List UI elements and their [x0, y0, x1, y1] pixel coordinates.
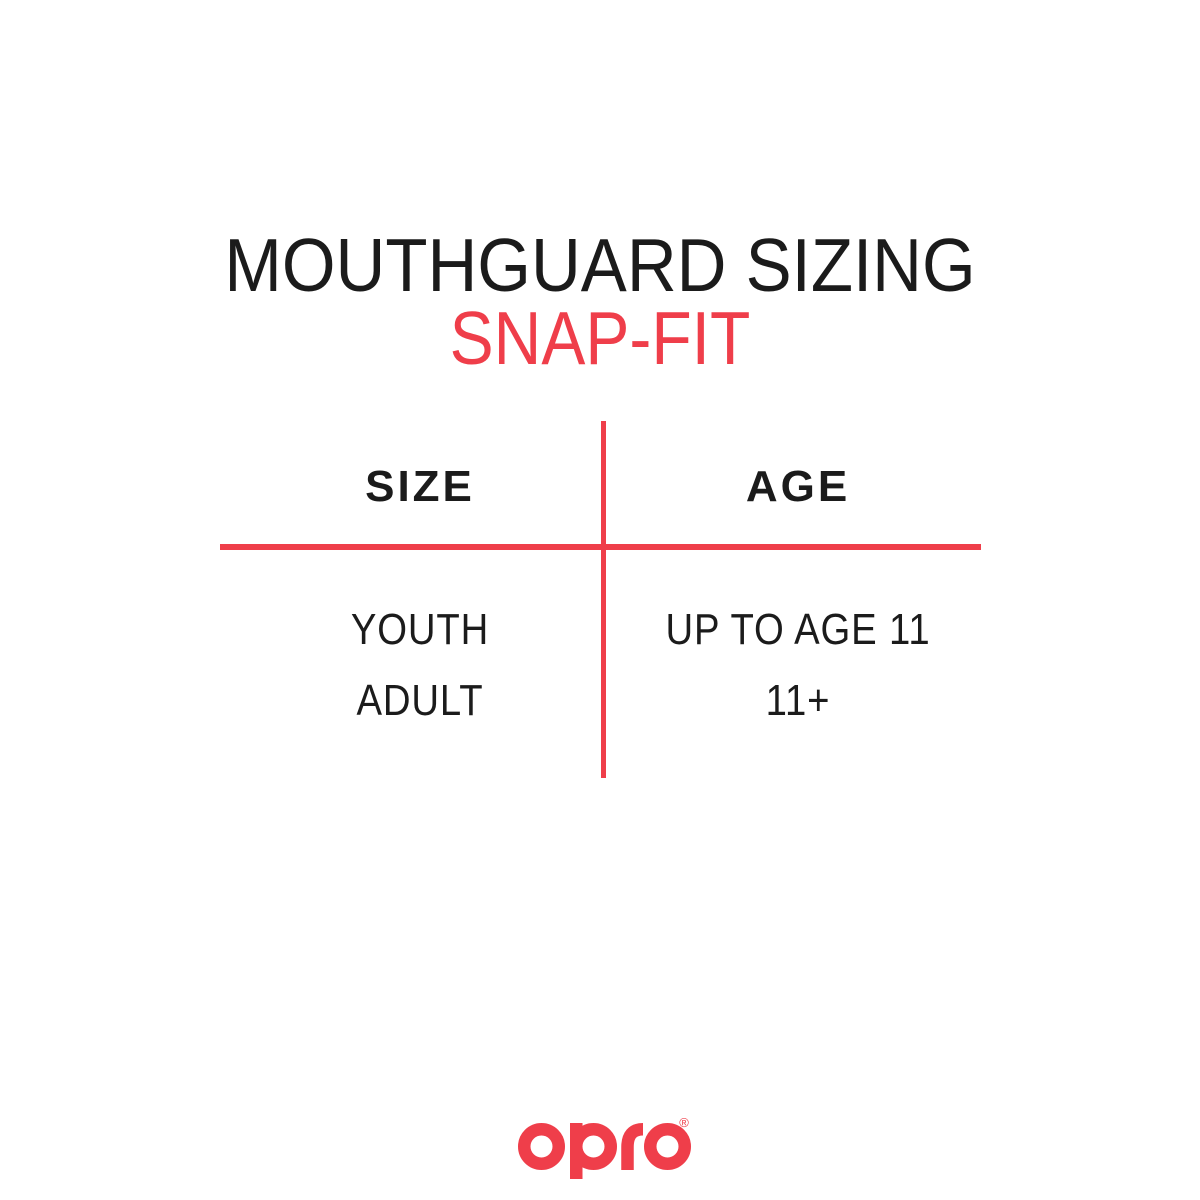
logo-letter-o2 — [644, 1123, 691, 1170]
table-vertical-divider — [601, 421, 606, 778]
column-header-age: AGE — [745, 462, 851, 511]
opro-logo-svg: ® — [518, 1115, 691, 1179]
logo-letter-r — [621, 1123, 644, 1170]
table-cell-age-youth: UP TO AGE 11 — [665, 605, 931, 654]
opro-logo: ® — [516, 1115, 692, 1183]
registered-trademark-icon: ® — [679, 1115, 689, 1130]
page-subtitle: SNAP-FIT — [449, 296, 751, 380]
page-title: MOUTHGUARD SIZING — [224, 223, 976, 307]
table-cell-size-youth: YOUTH — [350, 605, 490, 654]
logo-letter-o1 — [518, 1123, 565, 1170]
table-horizontal-divider — [220, 544, 981, 550]
table-cell-age-adult: 11+ — [765, 676, 831, 725]
column-header-size: SIZE — [365, 462, 475, 511]
table-cell-size-adult: ADULT — [356, 676, 484, 725]
